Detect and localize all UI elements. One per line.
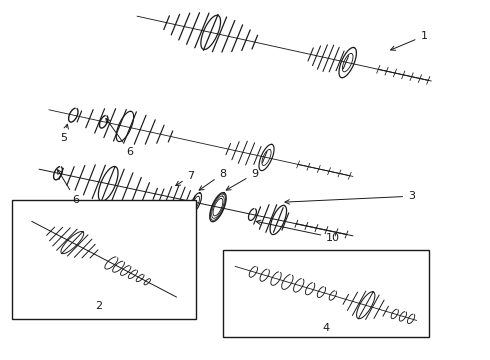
Text: 10: 10 [256, 220, 340, 243]
Text: 6: 6 [106, 118, 133, 157]
Text: 5: 5 [60, 124, 69, 143]
Text: 4: 4 [322, 323, 329, 333]
Text: 2: 2 [95, 301, 102, 311]
Text: 7: 7 [176, 171, 195, 186]
Text: 3: 3 [285, 191, 415, 204]
Text: 1: 1 [391, 31, 427, 50]
FancyBboxPatch shape [223, 250, 429, 337]
Text: 9: 9 [226, 168, 258, 190]
Text: 8: 8 [199, 168, 226, 190]
FancyBboxPatch shape [12, 200, 196, 319]
Text: 6: 6 [58, 170, 79, 205]
